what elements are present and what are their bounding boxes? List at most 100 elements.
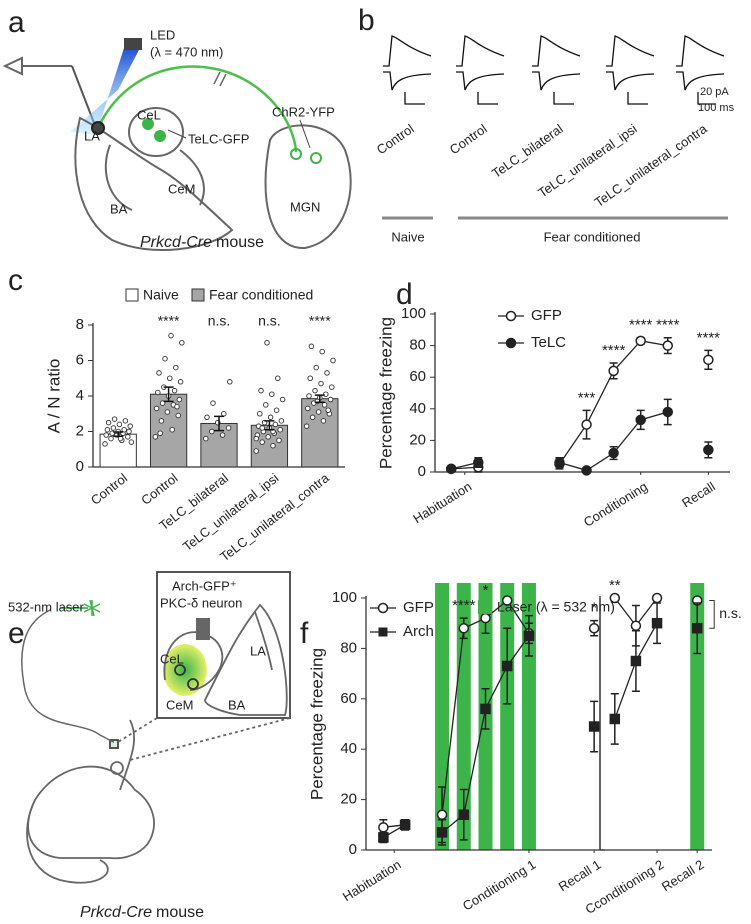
y-tick-label: 100: [401, 305, 426, 322]
scale-bar: [697, 92, 716, 105]
marker: [399, 819, 411, 831]
y-tick-label: 8: [76, 316, 84, 333]
marker: [608, 365, 619, 377]
data-point: [265, 434, 271, 440]
legend-label: Arch: [403, 623, 434, 640]
data-point: [164, 409, 171, 415]
significance: ****: [602, 342, 626, 359]
data-point: [308, 343, 315, 350]
data-point: [278, 418, 285, 424]
data-point: [122, 418, 129, 424]
data-point: [110, 425, 117, 431]
data-point: [225, 425, 232, 431]
data-point: [258, 387, 264, 394]
data-point: [167, 375, 173, 382]
marker: [436, 827, 448, 838]
marker: [458, 809, 470, 820]
marker: [662, 340, 674, 351]
traces: [383, 35, 725, 105]
data-point: [209, 428, 215, 435]
x-tick-label: Habituation: [410, 479, 474, 527]
data-point: [210, 400, 216, 406]
trace: [532, 35, 581, 67]
marker: [378, 832, 389, 843]
data-point: [204, 414, 210, 421]
data-point: [219, 432, 226, 438]
marker: [445, 463, 457, 475]
marker: [523, 630, 535, 642]
group-label: Control: [374, 121, 417, 157]
region-label: CeL: [137, 107, 161, 122]
data-point: [325, 407, 331, 413]
legend-marker: [505, 310, 517, 322]
led-label: LED: [150, 27, 175, 42]
y-tick-label: 20: [409, 431, 426, 448]
marker: [608, 447, 619, 459]
trace: [606, 35, 655, 67]
data-point: [319, 348, 325, 355]
y-tick-label: 0: [76, 458, 84, 475]
marker: [473, 457, 484, 468]
trace: [532, 71, 581, 91]
scale-bar: [627, 92, 648, 105]
panel-label: f: [300, 617, 309, 650]
data-point: [152, 434, 159, 440]
region-label: CeM: [168, 181, 195, 196]
caption-italic: Prkcd-Cre: [140, 234, 212, 251]
data-point: [279, 396, 286, 403]
data-point: [173, 364, 179, 371]
x-tick-label: Control: [138, 470, 180, 508]
laser-bar: [500, 583, 515, 850]
data-point: [309, 414, 316, 421]
group-label: TeLC_unilateral_contra: [592, 121, 711, 210]
data-point: [103, 432, 109, 438]
data-point: [108, 435, 114, 442]
data-point: [121, 426, 127, 433]
panel-label: b: [358, 4, 375, 37]
marker: [609, 713, 621, 725]
data-point: [177, 379, 184, 385]
group-label: Control: [447, 121, 490, 157]
significance: ****: [656, 317, 680, 334]
diagram-a: [2, 38, 352, 251]
data-point: [312, 387, 318, 394]
y-tick-label: 80: [409, 337, 426, 354]
marker: [458, 622, 470, 634]
y-tick-label: 60: [340, 690, 357, 707]
trace: [676, 35, 725, 67]
data-point: [320, 418, 327, 424]
y-tick-label: 100: [332, 589, 357, 606]
legend-label: Laser (λ = 532 nm): [497, 599, 615, 615]
data-point: [102, 441, 108, 447]
error-bar: [264, 420, 275, 431]
data-point: [276, 437, 282, 444]
laser-bar: [456, 583, 471, 850]
marker: [480, 612, 491, 624]
trace: [383, 71, 432, 91]
data-point: [168, 332, 174, 339]
data-point: [273, 407, 280, 413]
data-point: [156, 370, 162, 376]
marker: [703, 354, 714, 366]
scale-bar: [404, 92, 425, 105]
group-label: TeLC_bilateral: [489, 121, 566, 181]
region-label: BA: [228, 697, 246, 712]
data-point: [179, 340, 185, 346]
x-tick-label: Control: [88, 470, 130, 508]
marker: [554, 457, 565, 468]
data-point: [111, 416, 118, 422]
data-point: [126, 428, 132, 435]
data-point: [221, 411, 227, 417]
x-tick-label: Recall 1: [556, 857, 604, 895]
data-point: [321, 402, 328, 408]
data-point: [307, 375, 313, 382]
caption-rest: mouse: [216, 234, 264, 251]
caption: Prkcd-Cre mouse: [140, 234, 264, 251]
x-tick-label: Recall: [679, 479, 718, 511]
data-point: [259, 439, 265, 445]
marker: [501, 660, 513, 672]
y-axis-label: A / N ratio: [44, 359, 63, 434]
region-label: BA: [110, 201, 128, 216]
marker: [378, 822, 389, 833]
